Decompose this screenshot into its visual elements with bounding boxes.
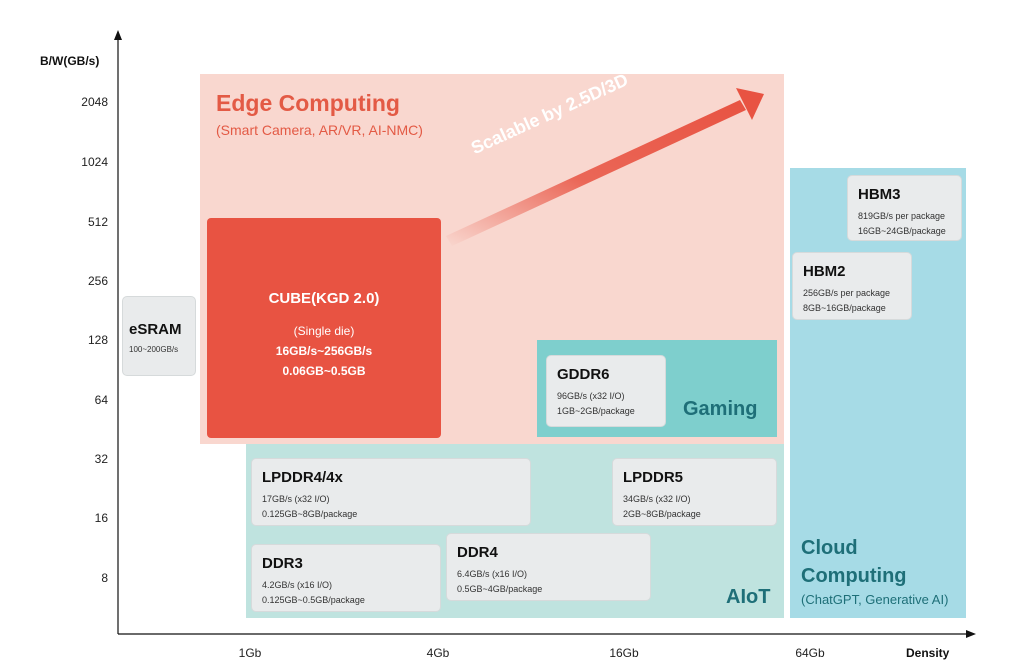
y-tick-256: 256 xyxy=(87,274,108,288)
cloud-computing-title: Cloud Computing xyxy=(801,534,907,590)
ddr4-bandwidth: 6.4GB/s (x16 I/O) xyxy=(457,569,528,579)
ddr3-bandwidth: 4.2GB/s (x16 I/O) xyxy=(262,580,333,590)
edge-computing-title: Edge Computing xyxy=(216,90,400,116)
aiot-title: AIoT xyxy=(726,586,771,608)
lpddr5-capacity: 2GB~8GB/package xyxy=(623,509,701,519)
hbm2-capacity: 8GB~16GB/package xyxy=(803,303,886,313)
hbm3-bandwidth: 819GB/s per package xyxy=(858,211,946,221)
cube-kgd-block: CUBE(KGD 2.0) (Single die) 16GB/s~256GB/… xyxy=(207,218,441,438)
lpddr4-bandwidth: 17GB/s (x32 I/O) xyxy=(262,494,330,504)
y-axis-label: B/W(GB/s) xyxy=(40,54,100,68)
cube-line1: (Single die) xyxy=(293,324,355,338)
lpddr4-capacity: 0.125GB~8GB/package xyxy=(262,509,358,519)
gddr6-capacity: 1GB~2GB/package xyxy=(557,406,635,416)
scalable-arrowhead xyxy=(736,88,764,120)
edge-computing-subtitle: (Smart Camera, AR/VR, AI-NMC) xyxy=(216,122,423,138)
esram-card: eSRAM 100~200GB/s xyxy=(122,296,196,376)
cloud-computing-region xyxy=(790,168,966,618)
ddr3-capacity: 0.125GB~0.5GB/package xyxy=(262,595,365,605)
y-tick-16: 16 xyxy=(94,511,108,525)
hbm3-name: HBM3 xyxy=(858,186,901,203)
ddr3-card: DDR3 4.2GB/s (x16 I/O) 0.125GB~0.5GB/pac… xyxy=(251,544,441,612)
ddr4-capacity: 0.5GB~4GB/package xyxy=(457,584,543,594)
y-tick-512: 512 xyxy=(87,215,108,229)
cloud-computing-subtitle: (ChatGPT, Generative AI) xyxy=(801,592,949,607)
lpddr5-name: LPDDR5 xyxy=(623,469,684,486)
cloud-title-line1: Cloud xyxy=(801,537,858,559)
hbm2-name: HBM2 xyxy=(803,263,846,280)
hbm2-bandwidth: 256GB/s per package xyxy=(803,288,891,298)
ddr4-card: DDR4 6.4GB/s (x16 I/O) 0.5GB~4GB/package xyxy=(446,533,651,601)
y-tick-2048: 2048 xyxy=(81,95,108,109)
cloud-title-line2: Computing xyxy=(801,565,907,587)
scalable-arrow-shaft xyxy=(446,100,746,246)
y-tick-8: 8 xyxy=(101,571,108,585)
x-tick-1gb: 1Gb xyxy=(238,646,262,660)
hbm3-capacity: 16GB~24GB/package xyxy=(858,226,946,236)
x-tick-16gb: 16Gb xyxy=(609,646,639,660)
gddr6-name: GDDR6 xyxy=(557,366,610,383)
y-axis-arrowhead xyxy=(114,30,122,40)
gddr6-bandwidth: 96GB/s (x32 I/O) xyxy=(557,391,625,401)
hbm3-card: HBM3 819GB/s per package 16GB~24GB/packa… xyxy=(847,175,962,241)
lpddr5-bandwidth: 34GB/s (x32 I/O) xyxy=(623,494,691,504)
y-tick-64: 64 xyxy=(94,393,108,407)
gaming-title: Gaming xyxy=(683,398,758,420)
y-tick-128: 128 xyxy=(87,333,108,347)
hbm2-card: HBM2 256GB/s per package 8GB~16GB/packag… xyxy=(792,252,912,320)
esram-bandwidth: 100~200GB/s xyxy=(129,345,179,354)
x-axis-label: Density xyxy=(906,646,950,660)
cube-name: CUBE(KGD 2.0) xyxy=(268,290,380,307)
gddr6-card: GDDR6 96GB/s (x32 I/O) 1GB~2GB/package xyxy=(546,355,666,427)
cube-line3: 0.06GB~0.5GB xyxy=(282,364,366,378)
lpddr4-name: LPDDR4/4x xyxy=(262,469,343,486)
y-tick-1024: 1024 xyxy=(81,155,108,169)
ddr3-name: DDR3 xyxy=(262,555,303,572)
ddr4-name: DDR4 xyxy=(457,544,498,561)
lpddr5-card: LPDDR5 34GB/s (x32 I/O) 2GB~8GB/package xyxy=(612,458,777,526)
esram-name: eSRAM xyxy=(129,321,182,338)
x-tick-4gb: 4Gb xyxy=(426,646,450,660)
x-axis-arrowhead xyxy=(966,630,976,638)
y-tick-32: 32 xyxy=(94,452,108,466)
lpddr4-card: LPDDR4/4x 17GB/s (x32 I/O) 0.125GB~8GB/p… xyxy=(251,458,531,526)
cube-line2: 16GB/s~256GB/s xyxy=(275,344,373,358)
x-tick-64gb: 64Gb xyxy=(795,646,825,660)
